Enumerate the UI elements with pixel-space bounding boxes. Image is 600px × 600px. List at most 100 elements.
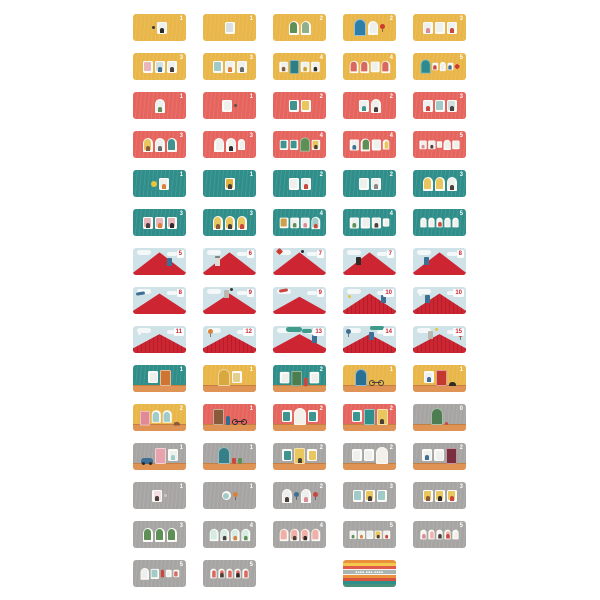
- window-icon: [446, 99, 457, 112]
- bird-icon: [435, 328, 439, 332]
- balloon-body: [380, 23, 385, 29]
- cat-icon: [173, 421, 180, 426]
- window-icon: [366, 530, 373, 539]
- window-icon: [150, 568, 159, 579]
- window-pane: [233, 372, 240, 382]
- tile-items: [273, 404, 326, 431]
- window-icon: [311, 61, 320, 72]
- window-icon: [157, 21, 167, 34]
- arched-window-icon: [439, 61, 446, 72]
- tile-number: 6: [246, 250, 254, 258]
- window-pane: [436, 23, 443, 32]
- tile-number: 1: [179, 445, 183, 451]
- window-icon: [351, 449, 362, 461]
- tile-items: [276, 211, 323, 235]
- person-icon: [421, 144, 425, 149]
- person-icon: [145, 222, 150, 228]
- window-icon: [360, 216, 370, 229]
- logo-stripe: [343, 569, 396, 570]
- cloud-icon: [347, 289, 362, 295]
- tile-r7-c1: 5: [133, 248, 186, 275]
- tile-number: 3: [389, 484, 393, 490]
- window-icon: [222, 99, 232, 112]
- person-icon: [227, 183, 232, 189]
- tile-r8-c4: 10: [343, 287, 396, 314]
- balloon-icon: [380, 23, 385, 32]
- window-icon: [446, 21, 457, 34]
- window-pane: [362, 218, 369, 227]
- window-pane: [360, 179, 367, 188]
- tile-number: 0: [459, 406, 463, 412]
- tile-items: [273, 482, 326, 509]
- bird-icon: [348, 295, 352, 299]
- window-pane: [421, 218, 426, 227]
- person-icon: [281, 66, 286, 71]
- person-icon: [352, 222, 357, 228]
- arched-window-icon: [234, 568, 241, 579]
- arched-window-icon: [288, 20, 299, 35]
- tile-items: [133, 53, 186, 80]
- window-icon: [434, 99, 445, 112]
- tile-number: 5: [459, 211, 463, 217]
- window-pane: [231, 529, 238, 540]
- cloud-icon: [417, 328, 432, 334]
- tile-number: 4: [249, 523, 253, 529]
- ground-strip: [413, 463, 466, 470]
- window-icon: [376, 489, 387, 502]
- window-pane: [168, 139, 175, 150]
- person-icon: [157, 66, 162, 72]
- logo-stripe: [343, 563, 396, 566]
- window-icon: [224, 21, 235, 34]
- window-pane: [290, 22, 297, 33]
- bicycle-icon: [369, 377, 384, 386]
- arched-window-icon: [310, 216, 320, 229]
- window-icon: [154, 216, 165, 229]
- tile-r12-c3: 2: [273, 443, 326, 470]
- window-pane: [312, 529, 319, 540]
- window-pane: [436, 178, 443, 189]
- tile-r14-c5: 5: [413, 521, 466, 548]
- arched-door-icon: [217, 369, 230, 386]
- person-icon: [169, 222, 174, 228]
- window-icon: [165, 569, 172, 578]
- tile-r6-c3: 4: [273, 209, 326, 236]
- tile-r12-c5: 2: [413, 443, 466, 470]
- window-pane: [214, 62, 221, 71]
- tile-number: 4: [319, 523, 323, 529]
- person-icon: [292, 535, 296, 540]
- window-icon: [279, 61, 288, 72]
- arched-window-icon: [281, 488, 292, 503]
- arched-window-icon: [214, 137, 224, 152]
- tile-r3-c2: 1: [203, 92, 256, 119]
- window-pane: [350, 61, 357, 72]
- window-pane: [301, 218, 308, 227]
- bird-icon: [300, 250, 304, 254]
- arched-window-icon: [166, 527, 177, 542]
- tile-items: [346, 55, 393, 79]
- tile-r1-c1: 1: [133, 14, 186, 41]
- tile-r6-c1: 3: [133, 209, 186, 236]
- cloud-icon: [306, 252, 317, 257]
- person-icon: [239, 66, 244, 72]
- tile-items: [133, 131, 186, 158]
- window-icon: [422, 21, 433, 34]
- tile-r9-c3: 13: [273, 326, 326, 353]
- tile-items: [416, 210, 463, 234]
- tile-r5-c4: 2: [343, 170, 396, 197]
- chimney-icon: [423, 257, 429, 266]
- window-pane: [311, 373, 318, 382]
- window-icon: [436, 141, 443, 148]
- tile-items: [203, 443, 256, 470]
- tile-number: 1: [249, 94, 253, 100]
- balloon-string: [347, 334, 349, 338]
- wheel: [231, 419, 238, 425]
- window-pane: [378, 491, 385, 500]
- tile-number: 3: [179, 211, 183, 217]
- cloud-icon: [166, 291, 177, 296]
- person-icon: [425, 105, 430, 111]
- logo-card: ■■■■ ■■■ ■■■■: [343, 560, 396, 587]
- window-pane: [141, 568, 148, 579]
- tile-number: 2: [319, 406, 323, 412]
- tile-r13-c1: 1: [133, 482, 186, 509]
- tile-number: 5: [249, 562, 253, 568]
